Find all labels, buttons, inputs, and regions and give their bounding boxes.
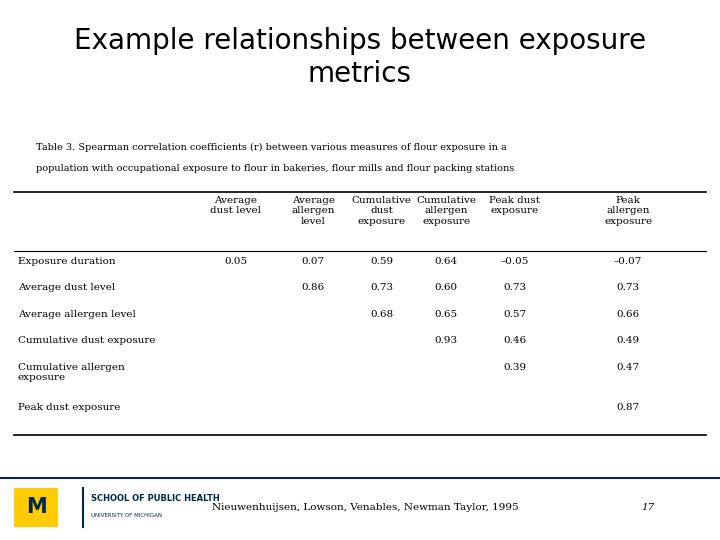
- Text: Cumulative dust exposure: Cumulative dust exposure: [18, 336, 156, 345]
- Text: 0.68: 0.68: [370, 309, 393, 319]
- Text: Cumulative allergen
exposure: Cumulative allergen exposure: [18, 363, 125, 382]
- Text: Peak
allergen
exposure: Peak allergen exposure: [604, 196, 652, 226]
- Text: 0.73: 0.73: [616, 283, 640, 292]
- Text: Peak dust
exposure: Peak dust exposure: [490, 196, 540, 215]
- Text: 0.46: 0.46: [503, 336, 526, 345]
- Text: Exposure duration: Exposure duration: [18, 256, 116, 266]
- Text: 0.87: 0.87: [616, 403, 640, 411]
- Text: Table 3. Spearman correlation coefficients (r) between various measures of flour: Table 3. Spearman correlation coefficien…: [36, 143, 507, 152]
- Text: Average
allergen
level: Average allergen level: [292, 196, 335, 226]
- Text: –0.07: –0.07: [614, 256, 642, 266]
- Text: 0.86: 0.86: [302, 283, 325, 292]
- Text: SCHOOL OF PUBLIC HEALTH: SCHOOL OF PUBLIC HEALTH: [91, 494, 220, 503]
- Text: Cumulative
dust
exposure: Cumulative dust exposure: [351, 196, 412, 226]
- Text: 0.66: 0.66: [616, 309, 640, 319]
- Text: 0.73: 0.73: [370, 283, 393, 292]
- Text: 0.47: 0.47: [616, 363, 640, 372]
- Text: 0.65: 0.65: [435, 309, 458, 319]
- Text: Average
dust level: Average dust level: [210, 196, 261, 215]
- Text: 0.60: 0.60: [435, 283, 458, 292]
- Text: population with occupational exposure to flour in bakeries, flour mills and flou: population with occupational exposure to…: [36, 164, 514, 173]
- Text: Peak dust exposure: Peak dust exposure: [18, 403, 120, 411]
- Text: Cumulative
allergen
exposure: Cumulative allergen exposure: [416, 196, 477, 226]
- Text: 0.93: 0.93: [435, 336, 458, 345]
- Text: Nieuwenhuijsen, Lowson, Venables, Newman Taylor, 1995: Nieuwenhuijsen, Lowson, Venables, Newman…: [212, 503, 519, 511]
- Text: 0.39: 0.39: [503, 363, 526, 372]
- Text: 17: 17: [641, 503, 654, 511]
- Text: 0.57: 0.57: [503, 309, 526, 319]
- Text: Example relationships between exposure
metrics: Example relationships between exposure m…: [74, 27, 646, 89]
- Text: 0.64: 0.64: [435, 256, 458, 266]
- FancyBboxPatch shape: [14, 488, 58, 526]
- Text: 0.07: 0.07: [302, 256, 325, 266]
- Text: 0.73: 0.73: [503, 283, 526, 292]
- Text: Average dust level: Average dust level: [18, 283, 115, 292]
- Text: 0.49: 0.49: [616, 336, 640, 345]
- Text: 0.59: 0.59: [370, 256, 393, 266]
- Text: UNIVERSITY OF MICHIGAN: UNIVERSITY OF MICHIGAN: [91, 513, 163, 518]
- Text: –0.05: –0.05: [500, 256, 529, 266]
- Text: 0.05: 0.05: [224, 256, 248, 266]
- Text: Average allergen level: Average allergen level: [18, 309, 136, 319]
- Text: M: M: [26, 497, 46, 517]
